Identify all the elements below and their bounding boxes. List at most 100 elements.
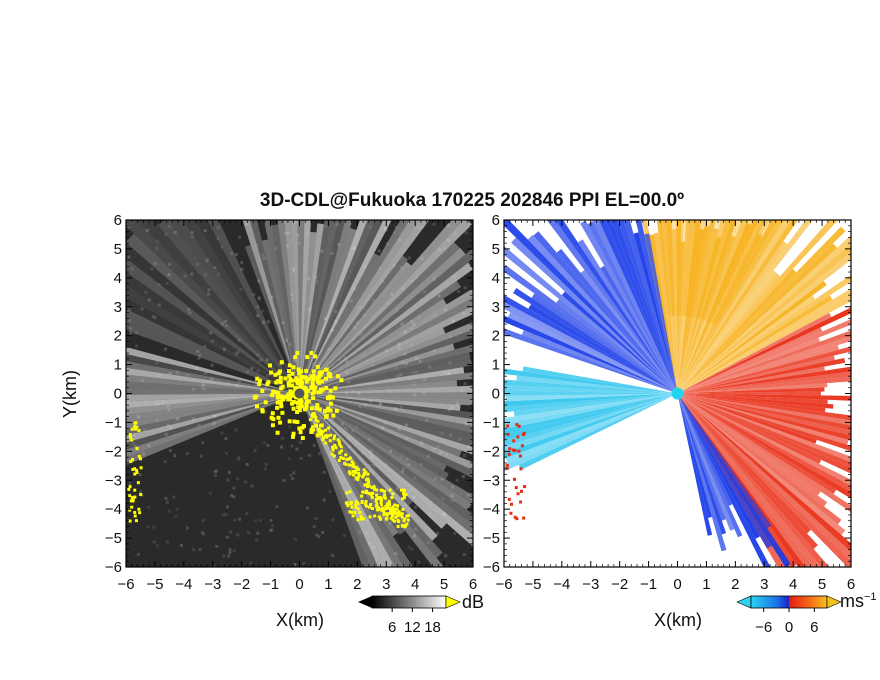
saturated-echo xyxy=(379,488,383,492)
saturated-echo xyxy=(335,374,340,379)
echo-ray xyxy=(299,321,473,394)
noise-speck xyxy=(221,513,225,517)
noise-speck xyxy=(385,242,389,246)
receding-echo-ray xyxy=(677,393,830,567)
saturated-echo xyxy=(406,518,410,522)
receding-echo-ray xyxy=(677,376,851,394)
receding-echo-ray xyxy=(677,273,781,394)
saturated-echo xyxy=(351,469,355,473)
saturated-echo xyxy=(303,375,308,380)
saturated-echo xyxy=(361,475,365,479)
saturated-echo xyxy=(407,514,411,518)
receding-echo-ray xyxy=(677,393,851,486)
saturated-echo xyxy=(131,458,135,462)
noise-speck xyxy=(210,363,214,367)
saturated-echo xyxy=(313,354,318,359)
saturated-echo xyxy=(350,460,354,464)
echo-ray xyxy=(299,305,473,394)
receding-echo-ray xyxy=(677,393,851,474)
saturated-echo xyxy=(364,502,368,506)
saturated-echo xyxy=(127,487,131,491)
x-tick-label: 3 xyxy=(382,576,390,593)
noise-speck xyxy=(306,506,310,510)
saturated-echo xyxy=(369,503,373,507)
noise-speck xyxy=(167,408,171,412)
approaching-echo-ray xyxy=(677,393,727,552)
receding-echo-ray xyxy=(677,393,828,404)
receding-echo-ray xyxy=(677,393,821,496)
echo-ray xyxy=(126,393,300,429)
receding-echo-ray xyxy=(677,269,797,394)
noise-speck xyxy=(288,425,292,429)
noise-speck xyxy=(321,531,325,535)
approaching-echo-ray xyxy=(677,393,733,506)
saturated-echo xyxy=(280,410,285,415)
approaching-echo-ray xyxy=(623,220,678,394)
echo-ray xyxy=(297,220,305,394)
saturated-echo xyxy=(271,389,276,394)
noise-speck xyxy=(215,544,219,548)
saturated-echo xyxy=(348,510,352,514)
saturated-echo xyxy=(354,505,358,509)
noise-speck xyxy=(129,220,133,224)
approaching-echo-ray xyxy=(504,220,678,394)
noise-speck xyxy=(212,421,216,425)
noise-speck xyxy=(222,347,226,351)
y-tick-label: 1 xyxy=(492,357,500,374)
noise-speck xyxy=(209,331,213,335)
x-tick-label: −4 xyxy=(553,576,570,593)
noise-speck xyxy=(143,428,147,432)
approaching-echo-ray xyxy=(598,220,678,394)
noise-speck xyxy=(458,437,462,441)
noise-speck xyxy=(237,379,241,383)
receding-echo-ray xyxy=(677,270,777,394)
receding-echo-ray xyxy=(677,366,825,394)
velocity-echo-speck xyxy=(520,444,524,448)
noise-speck xyxy=(165,281,169,285)
noise-speck xyxy=(252,292,256,296)
noise-speck xyxy=(315,533,319,537)
echo-ray xyxy=(245,244,300,394)
noise-speck xyxy=(358,530,362,534)
noise-speck xyxy=(351,343,355,347)
receding-echo-ray xyxy=(677,366,851,394)
noise-speck xyxy=(412,382,416,386)
saturated-echo xyxy=(357,474,361,478)
saturated-echo xyxy=(310,391,315,396)
saturated-echo xyxy=(311,369,316,374)
receding-echo-ray xyxy=(691,220,715,318)
y-tick-label: −6 xyxy=(483,559,500,576)
saturated-echo xyxy=(327,394,332,399)
noise-speck xyxy=(239,287,243,291)
approaching-echo-ray xyxy=(505,393,678,402)
noise-speck xyxy=(147,505,151,509)
saturated-echo xyxy=(383,493,387,497)
noise-speck xyxy=(282,478,286,482)
noise-speck xyxy=(201,518,205,522)
y-tick-label: −4 xyxy=(483,501,500,518)
noise-speck xyxy=(234,352,238,356)
saturated-echo xyxy=(368,515,372,519)
velocity-echo-speck xyxy=(511,448,515,452)
saturated-echo xyxy=(286,380,291,385)
saturated-echo xyxy=(286,397,291,402)
saturated-echo xyxy=(326,406,331,411)
saturated-echo xyxy=(310,381,315,386)
saturated-echo xyxy=(325,434,329,438)
saturated-echo xyxy=(366,472,370,476)
saturated-echo xyxy=(311,396,316,401)
noise-speck xyxy=(232,486,236,490)
noise-speck xyxy=(378,403,382,407)
saturated-echo xyxy=(333,434,337,438)
saturated-echo xyxy=(374,497,378,501)
noise-speck xyxy=(343,356,347,360)
saturated-echo xyxy=(276,379,281,384)
saturated-echo xyxy=(344,453,348,457)
saturated-echo xyxy=(405,522,409,526)
noise-speck xyxy=(407,463,411,467)
velocity-echo-speck xyxy=(506,424,510,428)
receding-echo-ray xyxy=(677,393,842,525)
noise-speck xyxy=(186,308,190,312)
echo-ray xyxy=(126,319,300,394)
